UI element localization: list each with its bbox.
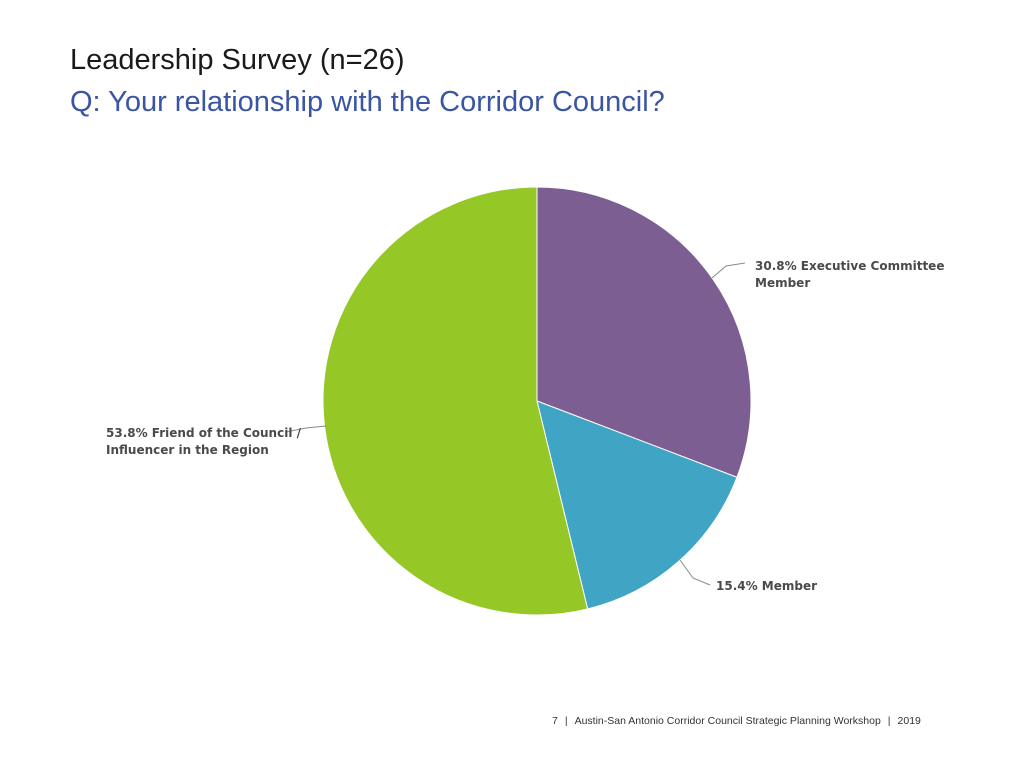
pie-slice-1 xyxy=(536,400,738,610)
slice-label-0: 30.8% Executive Committee Member xyxy=(755,259,944,290)
slice-label-1: 15.4% Member xyxy=(716,579,817,593)
slice-label-2: 53.8% Friend of the Council / Influencer … xyxy=(106,426,302,457)
pie-slice-0 xyxy=(536,186,752,478)
slice-leader-line-1 xyxy=(679,559,711,586)
footer-page-number: 7 xyxy=(552,715,558,727)
footer-text: Austin-San Antonio Corridor Council Stra… xyxy=(574,715,881,727)
footer-separator: | xyxy=(887,715,891,727)
slice-leader-line-2 xyxy=(285,425,327,433)
slide-title: Leadership Survey (n=26) xyxy=(70,44,405,76)
footer-year: 2019 xyxy=(897,715,921,727)
footer: 7 | Austin-San Antonio Corridor Council St… xyxy=(552,715,921,727)
slide-subtitle: Q: Your relationship with the Corridor C… xyxy=(70,86,665,118)
footer-separator: | xyxy=(564,715,568,727)
slice-leader-line-0 xyxy=(711,262,746,279)
